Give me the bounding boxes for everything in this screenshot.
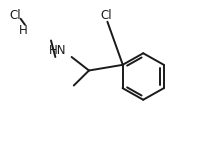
Text: H: H <box>18 24 27 36</box>
Text: Cl: Cl <box>10 9 21 22</box>
Text: HN: HN <box>49 45 66 57</box>
Text: Cl: Cl <box>100 9 112 22</box>
